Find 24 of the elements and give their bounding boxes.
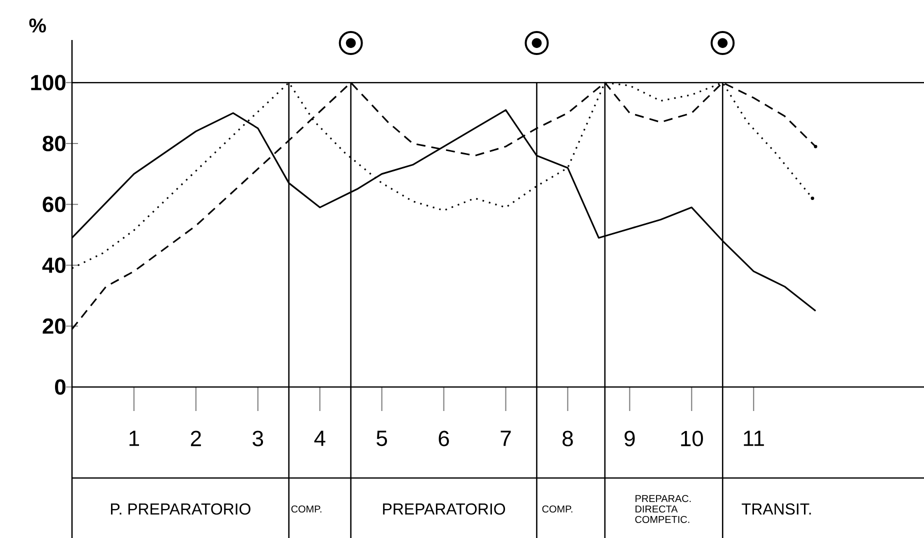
x-tick-label: 5 [376,430,387,446]
text: PREPARATORIO [383,503,506,515]
text: PREPARAC. DIRECTA COMPETIC. [635,495,691,523]
text: COMP. [291,505,322,513]
x-tick-label: 10 [681,430,703,446]
y-tick-label: 40 [42,257,66,274]
y-axis-title: % [29,18,46,32]
x-tick-label: 6 [438,430,449,446]
x-tick-label: 1 [130,430,139,446]
x-tick-label: 9 [624,430,635,446]
text: COMP. [542,505,572,513]
x-tick-label: 8 [562,430,573,446]
x-tick-label: 11 [744,430,764,446]
y-tick-label: 80 [42,136,66,152]
text: TRANSIT. [742,503,811,515]
x-tick-label: 3 [252,430,264,446]
y-tick-label: 60 [42,196,66,212]
y-tick-label: 20 [42,318,66,334]
y-tick-label: 100 [31,74,66,90]
x-tick-label: 7 [500,430,511,446]
x-tick-label: 4 [314,430,326,446]
y-tick-label: 0 [55,379,66,395]
text: P. PREPARATORIO [111,503,250,515]
x-tick-label: 2 [190,430,201,446]
